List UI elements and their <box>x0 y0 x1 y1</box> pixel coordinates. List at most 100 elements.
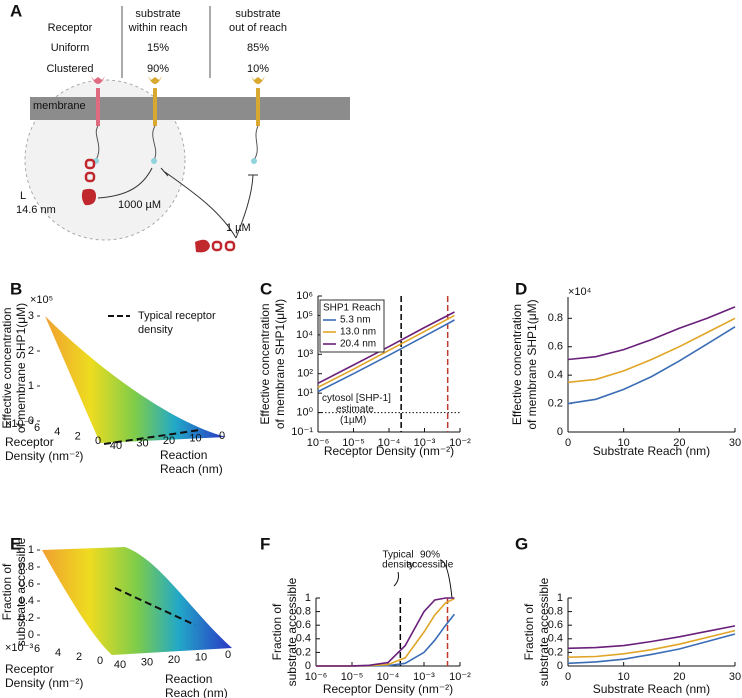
table-header: out of reach <box>229 22 287 34</box>
z-tick-label: 0.2 <box>19 612 34 624</box>
shp1 <box>84 158 96 170</box>
density-tick-label: 2 <box>76 651 82 663</box>
series-line <box>317 314 455 389</box>
reach-axis-label: Reaction <box>160 448 207 462</box>
receptor <box>251 76 265 84</box>
reach-tick-label: 0 <box>225 649 231 661</box>
table-cell: 15% <box>147 42 169 54</box>
z-tick-label: 0.4 <box>19 595 34 607</box>
y-axis-label: Fraction of <box>270 603 284 660</box>
y-tick-label: 0.2 <box>548 646 563 658</box>
y-axis-label: of membrane SHP1(μM) <box>273 299 287 429</box>
legend-label: 20.4 nm <box>340 339 376 350</box>
x-tick-label: 10⁻⁵ <box>341 671 364 683</box>
x-tick-label: 10⁻⁴ <box>378 437 401 449</box>
reach-tick-label: 40 <box>110 440 122 452</box>
x-tick-label: 20 <box>673 671 685 683</box>
density-tick-label: 2 <box>75 431 81 443</box>
y-tick-label: 0.6 <box>296 619 311 631</box>
density-axis-label: Density (nm⁻²) <box>5 449 83 463</box>
x-tick-label: 0 <box>565 671 571 683</box>
panel-label: D <box>515 279 527 298</box>
receptor <box>256 88 260 126</box>
y-tick-label: 0.4 <box>296 633 311 645</box>
z-axis-label: Fraction of <box>0 563 14 620</box>
reach-label: 14.6 nm <box>16 204 56 216</box>
legend-label: 5.3 nm <box>340 315 371 326</box>
tail <box>95 125 100 161</box>
density-axis-label: Receptor <box>5 435 54 449</box>
surface <box>45 316 226 443</box>
x-tick-label: 30 <box>729 437 741 449</box>
reach-axis-label: Reaction <box>165 672 212 686</box>
typical-density-line <box>103 429 201 445</box>
density-tick-label: 4 <box>54 426 60 438</box>
y-multiplier: ×10⁴ <box>568 286 592 298</box>
table-cell: Uniform <box>51 42 90 54</box>
x-axis-label: Receptor Density (nm⁻²) <box>323 682 453 696</box>
table-cell: Clustered <box>46 63 93 75</box>
y-tick-label: 10⁶ <box>296 290 313 302</box>
table-cell: 10% <box>247 63 269 75</box>
reach-tick-label: 20 <box>168 654 180 666</box>
x-tick-label: 10⁻² <box>449 671 471 683</box>
annotation: Typical <box>382 550 413 561</box>
y-tick-label: 0 <box>557 426 563 438</box>
density-multiplier: ×10⁻³ <box>5 418 33 430</box>
series-line <box>317 311 455 385</box>
series-line <box>567 326 736 405</box>
x-tick-label: 20 <box>673 437 685 449</box>
table-header: Receptor <box>48 22 93 34</box>
y-tick-label: 0 <box>557 660 563 672</box>
y-tick-label: 0.8 <box>548 312 563 324</box>
y-tick-label: 10² <box>297 368 313 380</box>
panel-label: F <box>260 534 270 553</box>
y-tick-label: 0.4 <box>548 633 563 645</box>
z-axis-label: substrate accessible <box>14 537 28 646</box>
y-tick-label: 0 <box>305 660 311 672</box>
tail <box>152 125 157 161</box>
x-axis-label: Substrate Reach (nm) <box>593 682 710 696</box>
membrane <box>30 97 350 120</box>
density-tick-label: 6 <box>34 422 40 434</box>
y-tick-label: 10⁵ <box>296 309 313 321</box>
reach-label: L <box>20 190 26 202</box>
y-axis-label: Fraction of <box>522 603 536 660</box>
density-multiplier: ×10⁻³ <box>5 642 33 654</box>
substrate-site <box>251 158 257 164</box>
legend-label: density <box>138 324 173 336</box>
z-tick-label: 1 <box>28 544 34 556</box>
series-line <box>567 633 736 665</box>
arrow <box>439 559 453 599</box>
x-tick-label: 10⁻⁶ <box>307 437 330 449</box>
y-tick-label: 10⁻¹ <box>291 426 313 438</box>
y-tick-label: 0.6 <box>548 341 563 353</box>
reach-tick-label: 20 <box>163 435 175 447</box>
series-line <box>567 625 736 650</box>
y-axis-label: Effective concentration <box>258 303 272 424</box>
y-tick-label: 0.8 <box>296 606 311 618</box>
table-cell: 90% <box>147 63 169 75</box>
series-line <box>317 319 455 393</box>
x-axis-label: Substrate Reach (nm) <box>593 444 710 458</box>
legend-label: 13.0 nm <box>340 327 376 338</box>
y-tick-label: 0.4 <box>548 369 563 381</box>
panel-label: C <box>260 279 272 298</box>
panel-label: G <box>515 534 528 553</box>
receptor <box>153 88 157 126</box>
x-axis-label: Receptor Density (nm⁻²) <box>324 444 454 458</box>
typical-density-line <box>114 587 196 626</box>
x-tick-label: 10⁻⁴ <box>377 671 400 683</box>
y-tick-label: 1 <box>557 592 563 604</box>
x-tick-label: 10 <box>618 437 630 449</box>
series-line <box>567 306 736 361</box>
table-header: substrate <box>135 8 180 20</box>
shp1 <box>224 240 236 252</box>
z-axis-label: Effective concentration <box>0 307 14 428</box>
shp1 <box>211 240 223 252</box>
x-tick-label: 10 <box>618 671 630 683</box>
series-line <box>315 597 455 667</box>
reach-tick-label: 30 <box>141 656 153 668</box>
panel-label: B <box>10 279 22 298</box>
